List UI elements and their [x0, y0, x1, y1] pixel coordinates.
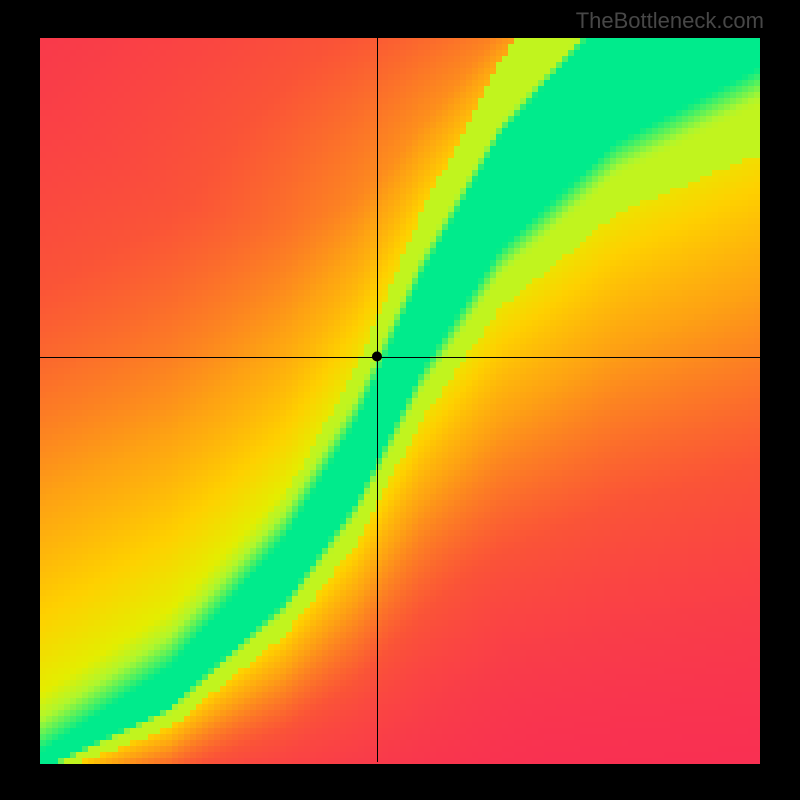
bottleneck-heatmap: [0, 0, 800, 800]
watermark-text: TheBottleneck.com: [576, 8, 764, 34]
chart-container: { "canvas": { "width": 800, "height": 80…: [0, 0, 800, 800]
